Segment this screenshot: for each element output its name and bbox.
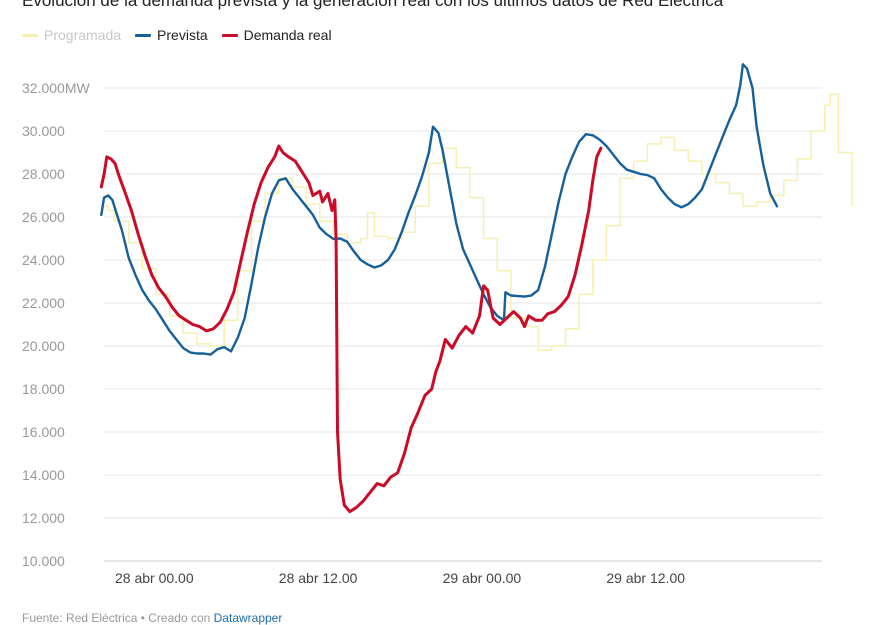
y-tick-label: 18.000 [22,381,65,397]
series-line-prevista [100,63,779,356]
footer-source: Fuente: Red Eléctrica • Creado con [22,611,214,625]
series-line-demanda-real [99,144,603,514]
legend-item-demanda-real[interactable]: Demanda real [221,27,332,43]
y-tick-label: 22.000 [22,295,65,311]
y-tick-label: 30.000 [22,123,65,139]
legend-swatch-prevista [135,33,152,37]
y-tick-label: 12.000 [22,510,65,526]
footer-link-datawrapper[interactable]: Datawrapper [213,611,283,625]
legend-label-programada: Programada [44,27,122,43]
chart-title: Evolución de la demanda prevista y la ge… [22,0,724,10]
x-tick-label: 28 abr 00.00 [115,570,194,586]
legend-swatch-programada [22,33,38,37]
legend-swatch-demanda-real [221,33,238,37]
series-line-programada [100,93,853,352]
legend-item-programada[interactable]: Programada [22,27,121,43]
chart-legend: Programada Prevista Demanda real [22,27,332,43]
x-tick-label: 29 abr 00.00 [443,570,522,586]
y-tick-label: 10.000 [22,553,65,569]
y-tick-label: 28.000 [22,166,65,182]
y-tick-label: 20.000 [22,338,65,354]
y-tick-label: 26.000 [22,209,65,225]
y-tick-label: 16.000 [22,424,65,440]
x-tick-label: 29 abr 12.00 [606,570,685,586]
x-tick-label: 28 abr 12.00 [279,570,358,586]
y-tick-label: 14.000 [22,467,65,483]
y-tick-label: 32.000MW [22,80,90,96]
legend-item-prevista[interactable]: Prevista [135,27,208,43]
chart-footer: Fuente: Red Eléctrica • Creado con Dataw… [22,611,282,625]
legend-label-demanda-real: Demanda real [243,27,332,43]
legend-label-prevista: Prevista [157,27,208,43]
y-tick-label: 24.000 [22,252,65,268]
